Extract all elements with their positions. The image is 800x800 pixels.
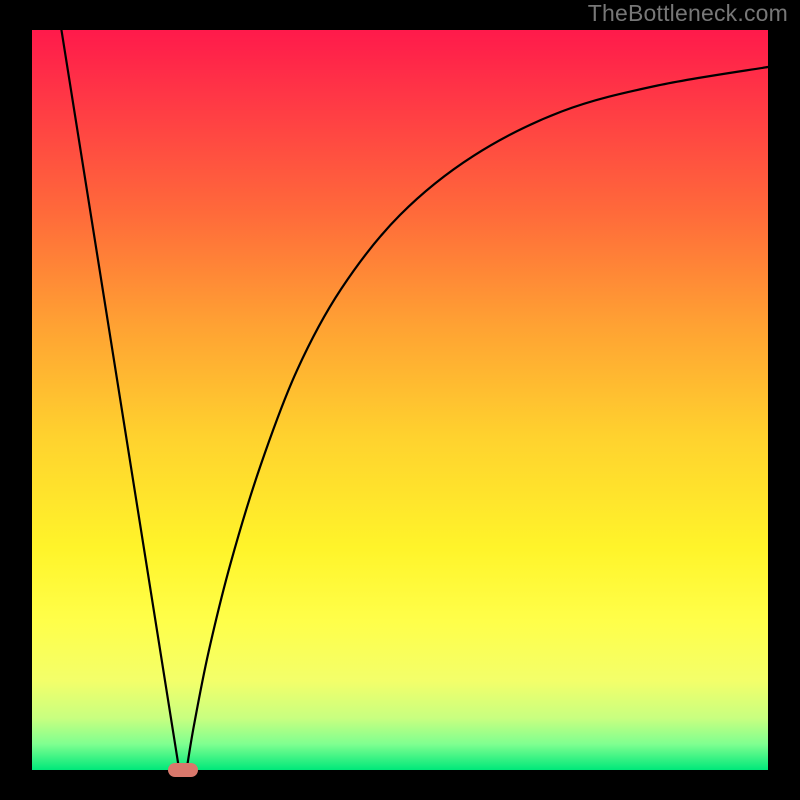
bottleneck-curve [32, 30, 768, 770]
curve-left-segment [61, 30, 179, 770]
watermark-text: TheBottleneck.com [588, 0, 788, 27]
optimal-point-marker [168, 763, 198, 777]
curve-right-segment [187, 67, 768, 770]
plot-area [32, 30, 768, 770]
chart-frame: TheBottleneck.com [0, 0, 800, 800]
